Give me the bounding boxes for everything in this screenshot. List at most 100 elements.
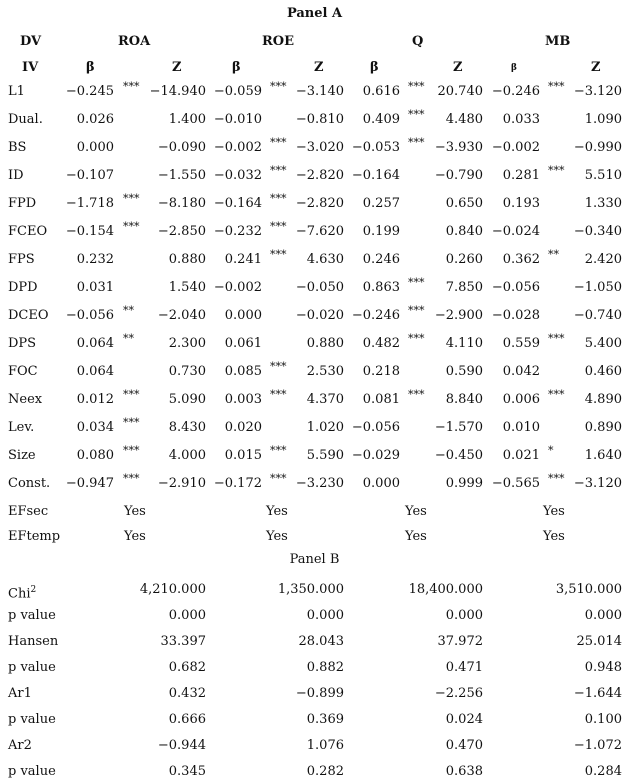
row-label-text: p value [8,660,56,675]
statistic-value: −1.644 [573,686,622,701]
z-value: −8.180 [157,196,206,211]
beta-value: 0.000 [224,308,262,323]
statistic-value: 0.282 [306,764,344,779]
z-value: 0.880 [306,336,344,351]
statistic-value: 0.432 [168,686,206,701]
beta-value: −0.172 [213,476,262,491]
beta-value: 0.010 [502,420,540,435]
z-value: −2.820 [295,168,344,183]
significance-stars: *** [270,220,287,233]
z-value: 8.430 [168,420,206,435]
significance-stars: *** [123,192,140,205]
significance-stars: *** [408,304,425,317]
z-value: −0.340 [573,224,622,239]
significance-stars: *** [270,192,287,205]
beta-value: −0.164 [351,168,400,183]
z-value: 1.020 [306,420,344,435]
beta-value: 0.064 [76,364,114,379]
z-value: −3.230 [295,476,344,491]
statistic-value: 0.000 [584,608,622,623]
panel-b-row: Chi2 4,210.000 1,350.000 18,400.000 3,510.00… [0,578,629,602]
row-label: Const. [8,476,51,491]
statistic-value: 0.024 [445,712,483,727]
z-value: 2.420 [584,252,622,267]
statistic-value: 1,350.000 [277,582,344,597]
row-label: ID [8,168,24,183]
significance-stars: *** [270,444,287,457]
effect-row: EFtemp Yes Yes Yes Yes [0,525,629,549]
table-row: DCEO −0.056 ** −2.040 0.000 −0.020 −0.246 *** −2… [0,304,629,328]
statistic-value: 0.369 [306,712,344,727]
z-value: 0.840 [445,224,483,239]
beta-value: 0.193 [502,196,540,211]
z-value: −2.040 [157,308,206,323]
significance-stars: *** [548,332,565,345]
significance-stars: *** [123,444,140,457]
statistic-value: 3,510.000 [555,582,622,597]
row-label: Ar1 [8,682,32,706]
beta-value: 0.012 [76,392,114,407]
z-header-mb: Z [591,60,601,75]
beta-value: −0.002 [213,280,262,295]
z-header-q: Z [453,60,463,75]
effect-value: Yes [543,504,565,519]
statistic-value: 0.948 [584,660,622,675]
significance-stars: *** [548,388,565,401]
effect-value: Yes [124,529,146,544]
statistic-value: 18,400.000 [408,582,483,597]
effect-value: Yes [266,529,288,544]
beta-value: −0.028 [491,308,540,323]
beta-value: 0.257 [362,196,400,211]
beta-value: −0.056 [65,308,114,323]
row-label-text: p value [8,608,56,623]
significance-stars: *** [548,164,565,177]
z-value: 4.370 [306,392,344,407]
row-label: DCEO [8,308,49,323]
z-value: 4.110 [445,336,483,351]
beta-value: 0.026 [76,112,114,127]
z-value: −2.850 [157,224,206,239]
row-label: Hansen [8,630,58,654]
row-label: p value [8,604,56,628]
group-roa: ROA [118,34,151,49]
statistic-value: 0.882 [306,660,344,675]
beta-value: −0.002 [491,140,540,155]
significance-stars: *** [408,388,425,401]
row-label-text: Chi [8,586,31,602]
statistic-value: 0.471 [445,660,483,675]
statistic-value: 0.100 [584,712,622,727]
beta-value: 0.031 [76,280,114,295]
statistic-value: −0.944 [157,738,206,753]
beta-value: −0.154 [65,224,114,239]
panel-b-row: Hansen 33.397 28.043 37.972 25.014 [0,630,629,654]
beta-value: 0.218 [362,364,400,379]
statistic-value: 0.666 [168,712,206,727]
z-value: −14.940 [149,84,206,99]
significance-stars: *** [548,80,565,93]
z-value: 5.590 [306,448,344,463]
table-row: Size 0.080 *** 4.000 0.015 *** 5.590 −0.029 −0.4… [0,444,629,468]
panel-b-row: p value 0.345 0.282 0.638 0.284 [0,760,629,784]
statistic-value: −0.899 [295,686,344,701]
z-value: −3.140 [295,84,344,99]
significance-stars: ** [123,304,134,317]
beta-value: −0.056 [351,420,400,435]
row-label: Size [8,448,36,463]
statistic-value: 0.000 [168,608,206,623]
z-value: 0.650 [445,196,483,211]
panel-a-title: Panel A [286,6,343,21]
beta-value: 0.064 [76,336,114,351]
z-value: 0.999 [445,476,483,491]
z-value: −1.570 [434,420,483,435]
z-value: 4.890 [584,392,622,407]
z-value: −1.050 [573,280,622,295]
z-value: 0.260 [445,252,483,267]
z-value: −0.050 [295,280,344,295]
significance-stars: *** [123,80,140,93]
z-value: −3.120 [573,476,622,491]
beta-value: −0.246 [351,308,400,323]
z-value: −0.740 [573,308,622,323]
z-value: 20.740 [437,84,484,99]
significance-stars: * [548,444,554,457]
